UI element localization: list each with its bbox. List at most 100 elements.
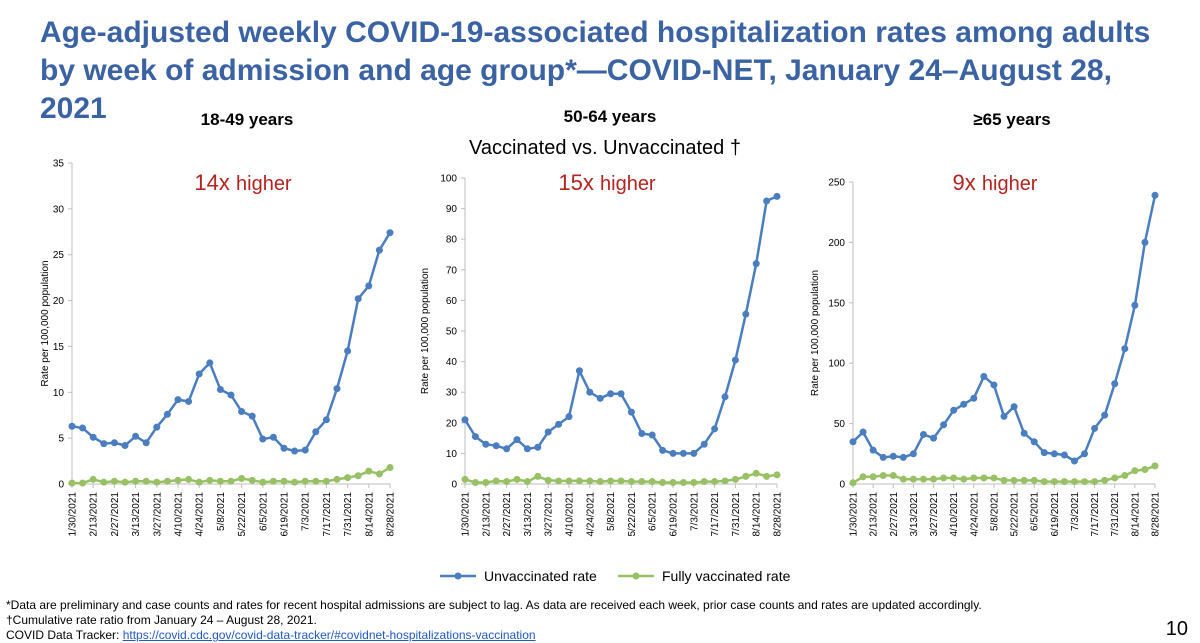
multiplier-18-49: 14x higher	[143, 170, 343, 196]
vaccinated-point	[721, 477, 729, 485]
x-tick-label: 4/10/2021	[949, 492, 960, 537]
vaccinated-point	[1111, 474, 1119, 482]
unvaccinated-point	[206, 359, 214, 367]
vaccinated-point	[238, 474, 246, 482]
legend-unvaccinated-swatch-icon	[440, 572, 476, 580]
vaccinated-point	[1091, 478, 1099, 486]
x-tick-label: 7/3/2021	[689, 492, 700, 531]
unvaccinated-point	[216, 386, 224, 394]
x-tick-label: 7/31/2021	[731, 492, 742, 537]
vaccinated-point	[1070, 478, 1078, 486]
unvaccinated-point	[322, 416, 330, 424]
unvaccinated-point	[565, 413, 573, 421]
unvaccinated-point	[859, 428, 867, 436]
unvaccinated-point	[940, 421, 948, 429]
unvaccinated-point	[354, 295, 362, 303]
x-tick-label: 8/28/2021	[386, 492, 397, 537]
x-tick-label: 6/5/2021	[258, 492, 269, 531]
vaccinated-point	[889, 472, 897, 480]
vaccinated-point	[195, 478, 203, 486]
data-tracker-link[interactable]: https://covid.cdc.gov/covid-data-tracker…	[122, 628, 536, 642]
x-tick-label: 5/22/2021	[237, 492, 248, 537]
vaccinated-point	[950, 474, 958, 482]
vaccinated-point	[513, 475, 521, 483]
multiplier-65-plus-value: 9x	[952, 170, 976, 195]
x-tick-label: 2/27/2021	[889, 492, 900, 537]
y-axis-label: Rate per 100,000 population	[420, 268, 431, 394]
vaccinated-point	[679, 478, 687, 486]
x-tick-label: 7/17/2021	[1090, 492, 1101, 537]
y-tick-label: 15	[53, 342, 65, 353]
vaccinated-point	[1030, 476, 1038, 484]
x-tick-label: 8/28/2021	[773, 492, 784, 537]
vaccinated-point	[269, 477, 277, 485]
vaccinated-point	[1060, 478, 1068, 486]
unvaccinated-point	[919, 430, 927, 438]
vaccinated-point	[89, 475, 97, 483]
x-tick-label: 8/28/2021	[1151, 492, 1162, 537]
unvaccinated-point	[555, 420, 563, 428]
vaccinated-point	[617, 477, 625, 485]
unvaccinated-point	[1151, 191, 1159, 199]
unvaccinated-point	[280, 444, 288, 452]
y-tick-label: 0	[839, 480, 845, 491]
vaccinated-point	[669, 478, 677, 486]
vaccinated-point	[365, 467, 373, 475]
unvaccinated-point	[333, 385, 341, 393]
y-tick-label: 30	[53, 204, 65, 215]
footnote-data-tracker: COVID Data Tracker: https://covid.cdc.go…	[6, 628, 536, 643]
unvaccinated-point	[132, 432, 140, 440]
unvaccinated-point	[79, 424, 87, 432]
vaccinated-point	[174, 476, 182, 484]
vaccinated-point	[575, 477, 583, 485]
unvaccinated-point	[659, 446, 667, 454]
vaccinated-point	[940, 474, 948, 482]
unvaccinated-point	[238, 408, 246, 416]
unvaccinated-point	[752, 260, 760, 268]
unvaccinated-point	[679, 449, 687, 457]
unvaccinated-point	[763, 197, 771, 205]
unvaccinated-point	[1000, 412, 1008, 420]
unvaccinated-point	[375, 246, 383, 254]
unvaccinated-point	[110, 439, 118, 447]
x-tick-label: 6/19/2021	[1050, 492, 1061, 537]
x-tick-label: 5/8/2021	[216, 492, 227, 531]
vaccinated-point	[1131, 467, 1139, 475]
unvaccinated-point	[1131, 301, 1139, 309]
vaccinated-point	[648, 478, 656, 486]
x-tick-label: 6/19/2021	[669, 492, 680, 537]
unvaccinated-point	[269, 433, 277, 441]
vaccinated-point	[899, 475, 907, 483]
vaccinated-point	[163, 477, 171, 485]
vaccinated-point	[121, 478, 129, 486]
unvaccinated-point	[721, 393, 729, 401]
unvaccinated-point	[142, 439, 150, 447]
vaccinated-point	[930, 475, 938, 483]
vaccinated-point	[752, 469, 760, 477]
footnote-cumulative-ratio: †Cumulative rate ratio from January 24 –…	[6, 613, 317, 627]
unvaccinated-point	[544, 428, 552, 436]
unvaccinated-point	[731, 356, 739, 364]
footnote-data-preliminary: *Data are preliminary and case counts an…	[6, 598, 982, 612]
multiplier-18-49-value: 14x	[194, 170, 230, 195]
vaccinated-point	[280, 477, 288, 485]
unvaccinated-point	[68, 422, 76, 430]
unvaccinated-point	[596, 394, 604, 402]
unvaccinated-point	[1111, 380, 1119, 388]
vaccinated-point	[869, 473, 877, 481]
vaccinated-point	[312, 477, 320, 485]
multiplier-65-plus: 9x higher	[895, 170, 1095, 196]
x-tick-label: 3/27/2021	[544, 492, 555, 537]
x-tick-label: 1/30/2021	[461, 492, 472, 537]
unvaccinated-point	[711, 425, 719, 433]
unvaccinated-point	[482, 440, 490, 448]
chart-legend: Unvaccinated rate Fully vaccinated rate	[440, 566, 820, 588]
unvaccinated-point	[607, 390, 615, 398]
vaccinated-point	[1151, 462, 1159, 470]
multiplier-50-64-value: 15x	[558, 170, 594, 195]
x-tick-label: 8/14/2021	[1130, 492, 1141, 537]
x-tick-label: 3/27/2021	[929, 492, 940, 537]
multiplier-50-64-word: higher	[600, 173, 656, 195]
x-tick-label: 3/13/2021	[909, 492, 920, 537]
unvaccinated-point	[503, 445, 511, 453]
